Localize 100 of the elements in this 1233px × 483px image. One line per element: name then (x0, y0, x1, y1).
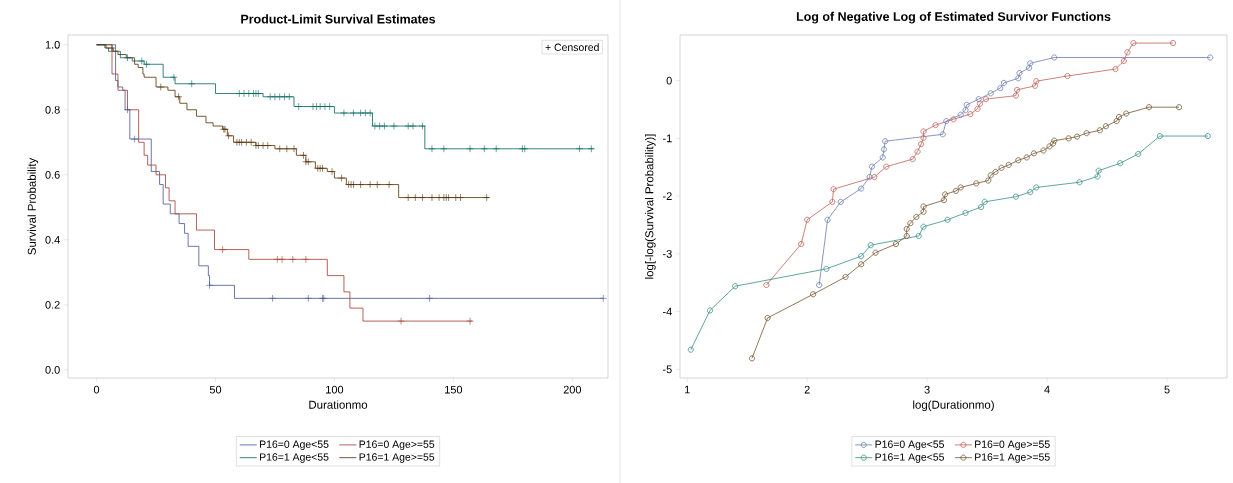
x-tick-label: 3 (924, 385, 930, 394)
point (404, 122, 412, 130)
annotation: + Censored (545, 43, 599, 52)
point (435, 193, 443, 202)
point (892, 241, 899, 248)
point (385, 180, 393, 189)
legend-label: P16=0 Age>=55 (975, 440, 1050, 450)
y-tick-label: 0.6 (45, 170, 60, 179)
point (824, 216, 831, 223)
point (1030, 150, 1037, 157)
point (1117, 160, 1124, 167)
point (920, 128, 927, 135)
y-axis-title: log[-log(Survival Probability)] (644, 134, 656, 279)
point (268, 294, 277, 303)
point (1120, 57, 1127, 64)
point (340, 109, 348, 117)
point (205, 281, 214, 290)
point (987, 90, 994, 97)
point (1033, 78, 1040, 85)
point (914, 148, 921, 155)
point (976, 100, 983, 107)
point (425, 294, 434, 303)
y-tick-label: 0.4 (45, 235, 60, 244)
point (411, 193, 419, 202)
y-tick-label: 0 (666, 76, 672, 85)
point (957, 184, 964, 191)
point (907, 220, 914, 227)
legend-label: P16=0 Age<55 (875, 440, 944, 450)
point (390, 122, 398, 130)
point (575, 145, 584, 153)
point (1116, 114, 1123, 120)
point (295, 102, 303, 111)
y-tick-label: 0.8 (45, 105, 60, 114)
point (987, 172, 994, 179)
point (962, 107, 969, 114)
point (837, 198, 844, 205)
point (974, 105, 981, 112)
y-tick-label: 1.0 (45, 40, 60, 49)
point (918, 141, 925, 148)
point (915, 232, 922, 239)
point (276, 145, 284, 153)
point (842, 273, 849, 280)
point (867, 242, 874, 249)
point (337, 174, 346, 182)
point (309, 102, 317, 111)
point (952, 187, 959, 194)
point (830, 186, 837, 193)
point (361, 109, 370, 117)
x-tick-label: 50 (209, 385, 222, 394)
point (373, 180, 381, 189)
x-tick-label: 5 (1164, 385, 1170, 394)
point (920, 208, 927, 215)
point (882, 138, 889, 145)
point (1014, 86, 1021, 93)
point (366, 109, 374, 117)
point (872, 249, 879, 256)
point (289, 255, 297, 264)
point (940, 197, 947, 204)
x-tick-label: 2 (804, 385, 810, 394)
point (456, 193, 465, 202)
point (304, 294, 312, 303)
point (932, 122, 939, 129)
point (409, 122, 417, 130)
y-tick-label: -2 (662, 192, 672, 200)
point (707, 307, 713, 314)
point (1023, 154, 1030, 161)
point (285, 93, 293, 101)
point (290, 145, 298, 153)
point (108, 44, 116, 52)
point (866, 174, 873, 181)
point (1015, 157, 1022, 164)
point (418, 122, 427, 130)
point (1005, 161, 1012, 168)
point (829, 198, 836, 205)
point (944, 216, 951, 223)
point (975, 96, 982, 103)
point (157, 83, 165, 91)
point (174, 93, 183, 101)
point (218, 245, 227, 254)
legend-label: P16=1 Age>=55 (359, 453, 435, 463)
point (962, 209, 969, 216)
point (920, 203, 927, 210)
point (245, 89, 253, 98)
point (466, 145, 474, 153)
point (259, 141, 267, 150)
point (1016, 70, 1023, 77)
x-tick-label: 1 (684, 385, 690, 394)
point (521, 145, 529, 153)
point (483, 193, 491, 202)
point (356, 109, 365, 117)
legend-label: P16=1 Age<55 (875, 453, 944, 463)
point (271, 93, 279, 101)
point (273, 255, 282, 264)
point (276, 93, 284, 101)
point (1051, 54, 1058, 61)
point (798, 241, 805, 248)
point (428, 193, 436, 202)
point (1065, 135, 1072, 142)
point (356, 180, 365, 189)
x-tick-label: 200 (563, 385, 582, 394)
